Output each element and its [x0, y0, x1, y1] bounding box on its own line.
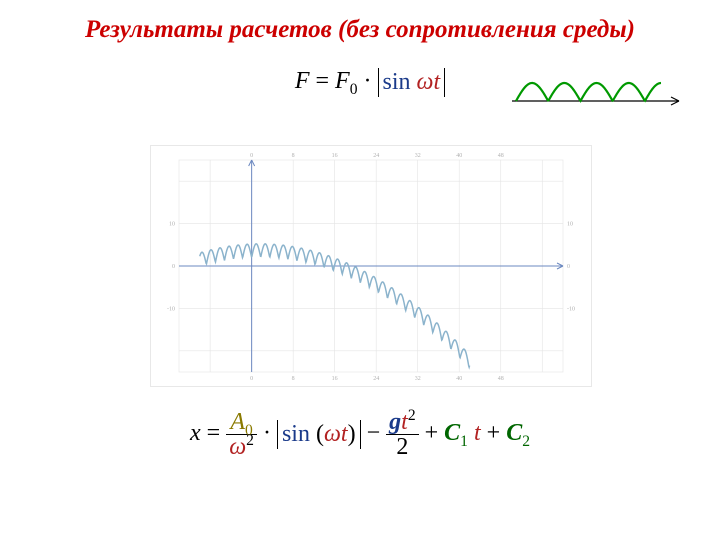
svg-text:10: 10 [169, 222, 175, 228]
abs-sin-group: sin (ωt) [277, 420, 361, 449]
subscript-C1: 1 [460, 433, 468, 450]
lparen: ( [316, 421, 324, 447]
svg-text:8: 8 [292, 153, 295, 159]
omega-squared: 2 [246, 432, 254, 449]
symbol-sin: sin [383, 69, 411, 95]
symbol-g: g [389, 409, 401, 435]
slide-title: Результаты расчетов (без сопротивления с… [0, 16, 720, 44]
symbol-t-c: t [401, 409, 408, 435]
svg-text:48: 48 [498, 376, 504, 382]
formula-force: F = F0 · sin ωt [240, 68, 500, 97]
denominator-2: 2 [386, 435, 418, 459]
symbol-omega-c: ω [324, 421, 341, 447]
subscript-C2: 2 [522, 433, 530, 450]
svg-text:40: 40 [456, 376, 462, 382]
svg-text:10: 10 [567, 222, 573, 228]
svg-text:48: 48 [498, 153, 504, 159]
svg-text:24: 24 [373, 376, 379, 382]
rparen: ) [348, 421, 356, 447]
svg-text:16: 16 [332, 153, 338, 159]
svg-text:8: 8 [292, 376, 295, 382]
main-chart: -10 -10 0 0 10 10 0 0 8 8 16 16 24 24 32 32 40 40 48 48 [150, 145, 592, 387]
svg-text:32: 32 [415, 153, 421, 159]
symbol-x: x [190, 420, 201, 446]
t-squared: 2 [408, 407, 416, 424]
symbol-sin-b: sin [282, 421, 310, 447]
minus-sign: − [367, 420, 381, 446]
svg-text:16: 16 [332, 376, 338, 382]
symbol-t-b: t [341, 421, 348, 447]
svg-text:32: 32 [415, 376, 421, 382]
svg-text:0: 0 [567, 264, 570, 270]
svg-text:-10: -10 [567, 306, 575, 312]
plus-sign-1: + [425, 420, 439, 446]
symbol-C2: C [506, 420, 522, 446]
equals-sign: = [207, 420, 227, 446]
svg-text:40: 40 [456, 153, 462, 159]
formula-solution: x = A0 ω2 · sin (ωt) − gt2 2 + C1 t + C2 [0, 410, 720, 459]
symbol-t-d: t [474, 420, 481, 446]
svg-text:0: 0 [250, 153, 253, 159]
symbol-t: t [433, 69, 440, 95]
symbol-omega-b: ω [229, 434, 246, 460]
svg-text:0: 0 [172, 264, 175, 270]
symbol-A0: A [230, 409, 245, 435]
mini-graph [508, 58, 683, 113]
svg-text:-10: -10 [167, 306, 175, 312]
slide-root: Результаты расчетов (без сопротивления с… [0, 0, 720, 540]
symbol-C1: C [444, 420, 460, 446]
svg-text:0: 0 [250, 376, 253, 382]
dot-operator: · [263, 420, 271, 446]
symbol-F0: F [335, 68, 350, 94]
plus-sign-2: + [487, 420, 501, 446]
symbol-F: F [295, 68, 310, 94]
fraction-gt2-over-2: gt2 2 [386, 410, 418, 459]
subscript-0: 0 [350, 81, 358, 98]
equals-sign: = [316, 68, 336, 94]
dot-operator: · [364, 68, 372, 94]
svg-text:24: 24 [373, 153, 379, 159]
symbol-omega: ω [417, 69, 434, 95]
fraction-A-over-omega2: A0 ω2 [226, 410, 257, 459]
abs-group: sin ωt [378, 68, 446, 97]
